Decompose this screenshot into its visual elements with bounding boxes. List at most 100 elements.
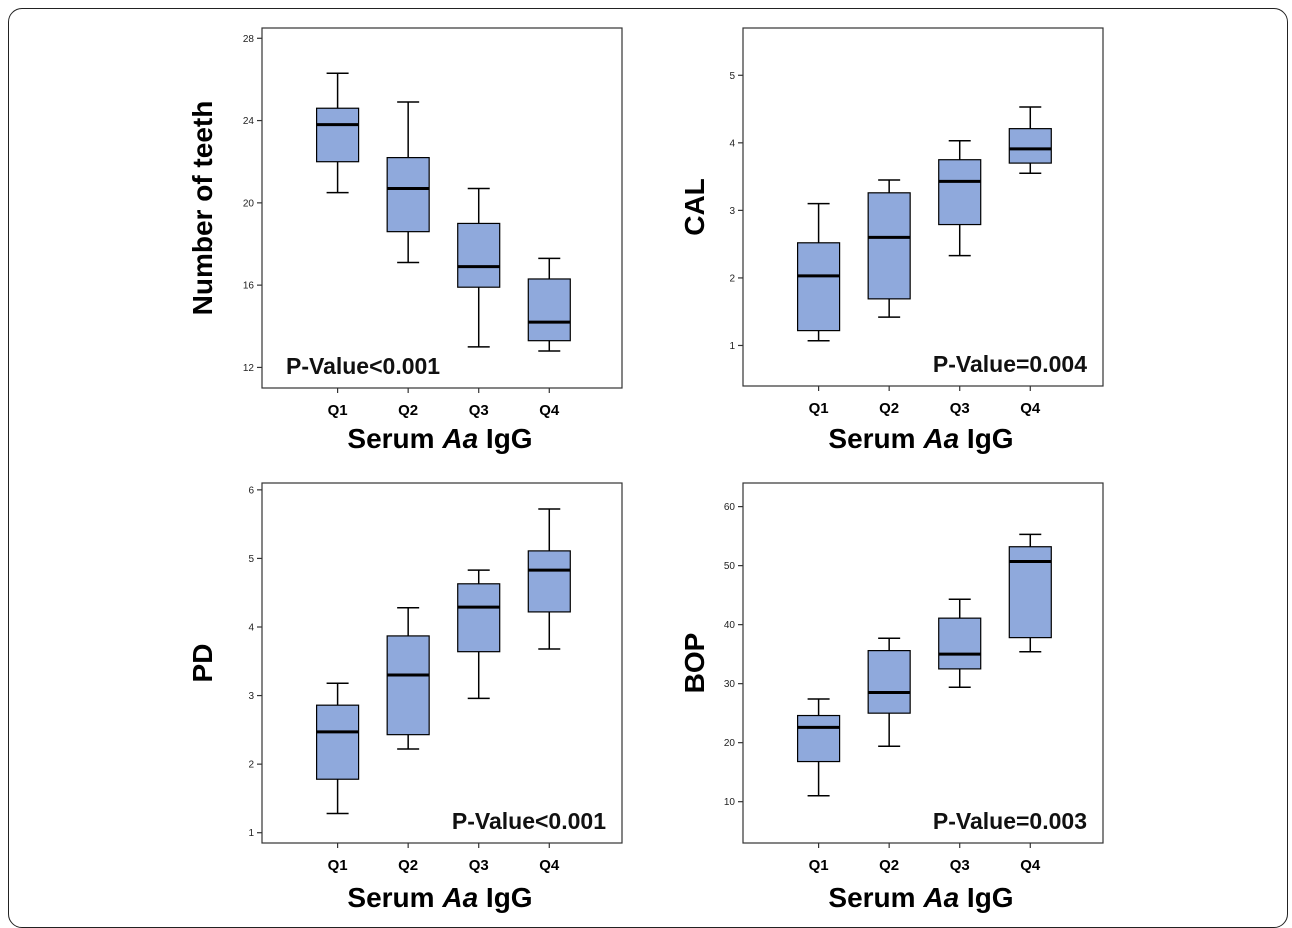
iqr-box xyxy=(867,650,911,714)
y-tick-label: 5 xyxy=(248,554,254,565)
x-axis-label: Serum Aa IgG xyxy=(828,423,1013,454)
p-value-annotation: P-Value=0.004 xyxy=(933,351,1087,377)
x-tick-label: Q1 xyxy=(328,402,348,419)
box-q1 xyxy=(796,698,841,797)
x-axis-label-italic: Aa xyxy=(441,423,478,454)
box-q3 xyxy=(938,140,982,257)
box-q4 xyxy=(1008,106,1052,174)
iqr-box xyxy=(457,583,501,653)
x-axis-label-suffix: IgG xyxy=(478,882,532,913)
iqr-box xyxy=(527,550,571,613)
p-value-annotation: P-Value<0.001 xyxy=(452,808,606,834)
y-tick-label: 3 xyxy=(248,691,254,702)
y-axis-label: PD xyxy=(187,644,218,683)
iqr-box xyxy=(527,278,571,342)
x-axis-label-suffix: IgG xyxy=(959,882,1013,913)
iqr-box xyxy=(796,714,841,763)
x-tick-label: Q2 xyxy=(879,857,899,874)
x-tick-label: Q3 xyxy=(950,400,970,417)
chart-panel-1: 12 16 20 24 28 Q1 Q2 Q3 Q4 P-Value<0.001 Number of… xyxy=(187,27,623,454)
plot-frame xyxy=(261,27,623,389)
y-tick-label: 3 xyxy=(729,206,735,217)
iqr-box xyxy=(1008,128,1052,164)
iqr-box xyxy=(386,157,430,233)
box-q2 xyxy=(386,101,430,264)
iqr-box xyxy=(316,704,360,780)
y-tick-label: 20 xyxy=(724,738,736,749)
y-tick-label: 24 xyxy=(243,116,255,127)
x-axis-label: Serum Aa IgG xyxy=(347,423,532,454)
y-tick-label: 16 xyxy=(243,281,255,292)
x-axis-label: Serum Aa IgG xyxy=(347,882,532,913)
x-axis-label-prefix: Serum xyxy=(828,882,923,913)
iqr-box xyxy=(316,107,360,163)
iqr-box xyxy=(796,242,841,332)
y-tick-label: 28 xyxy=(243,34,255,45)
iqr-box xyxy=(938,159,982,226)
x-tick-label: Q1 xyxy=(809,857,829,874)
y-tick-label: 2 xyxy=(248,760,254,771)
y-axis-label: BOP xyxy=(679,633,710,694)
p-value-annotation: P-Value=0.003 xyxy=(933,808,1087,834)
box-q2 xyxy=(867,179,911,318)
y-tick-label: 60 xyxy=(724,502,736,513)
x-axis-label-italic: Aa xyxy=(922,423,959,454)
y-tick-label: 12 xyxy=(243,363,255,374)
x-tick-label: Q4 xyxy=(539,857,560,874)
x-tick-label: Q4 xyxy=(1020,400,1041,417)
box-q4 xyxy=(1008,533,1052,653)
y-axis-label: CAL xyxy=(679,178,710,236)
box-q1 xyxy=(796,202,841,342)
box-q3 xyxy=(457,187,501,348)
plot-frame xyxy=(742,482,1104,844)
x-axis-label: Serum Aa IgG xyxy=(828,882,1013,913)
chart-panel-3: 1 2 3 4 5 6 Q1 Q2 Q3 Q4 P-Value<0.001 PD Serum Aa Ig… xyxy=(187,482,623,913)
x-tick-label: Q2 xyxy=(398,402,418,419)
x-axis-label-prefix: Serum xyxy=(347,882,442,913)
iqr-box xyxy=(386,635,430,736)
box-q4 xyxy=(527,508,571,650)
p-value-annotation: P-Value<0.001 xyxy=(286,353,440,379)
chart-panel-4: 10 20 30 40 50 60 Q1 Q2 Q3 Q4 P-Value=0.003 BOP Seru… xyxy=(679,482,1104,913)
y-axis-label: Number of teeth xyxy=(187,101,218,316)
x-tick-label: Q4 xyxy=(1020,857,1041,874)
y-tick-label: 50 xyxy=(724,561,736,572)
y-tick-label: 6 xyxy=(248,485,254,496)
x-tick-label: Q3 xyxy=(950,857,970,874)
y-tick-label: 1 xyxy=(729,341,735,352)
box-q3 xyxy=(938,598,982,688)
y-tick-label: 1 xyxy=(248,828,254,839)
x-axis-label-suffix: IgG xyxy=(478,423,532,454)
iqr-box xyxy=(457,222,501,288)
y-tick-label: 40 xyxy=(724,620,736,631)
x-tick-label: Q2 xyxy=(879,400,899,417)
x-tick-label: Q1 xyxy=(328,857,348,874)
y-tick-label: 4 xyxy=(729,138,735,149)
x-tick-label: Q2 xyxy=(398,857,418,874)
x-axis-label-suffix: IgG xyxy=(959,423,1013,454)
y-tick-label: 10 xyxy=(724,797,736,808)
box-q3 xyxy=(457,569,501,700)
x-axis-label-italic: Aa xyxy=(922,882,959,913)
box-q4 xyxy=(527,257,571,352)
x-tick-label: Q3 xyxy=(469,857,489,874)
box-q2 xyxy=(867,637,911,747)
x-axis-label-prefix: Serum xyxy=(828,423,923,454)
x-tick-label: Q3 xyxy=(469,402,489,419)
box-q1 xyxy=(316,682,360,815)
iqr-box xyxy=(867,192,911,300)
y-tick-label: 5 xyxy=(729,71,735,82)
y-tick-label: 30 xyxy=(724,679,736,690)
y-tick-label: 2 xyxy=(729,273,735,284)
x-axis-label-italic: Aa xyxy=(441,882,478,913)
box-q2 xyxy=(386,607,430,750)
y-tick-label: 4 xyxy=(248,623,254,634)
x-tick-label: Q4 xyxy=(539,402,560,419)
x-axis-label-prefix: Serum xyxy=(347,423,442,454)
box-q1 xyxy=(316,72,360,194)
iqr-box xyxy=(938,617,982,670)
plot-frame xyxy=(261,482,623,844)
x-tick-label: Q1 xyxy=(809,400,829,417)
chart-panel-2: 1 2 3 4 5 Q1 Q2 Q3 Q4 P-Value=0.004 CAL Serum Aa Ig… xyxy=(679,27,1104,454)
